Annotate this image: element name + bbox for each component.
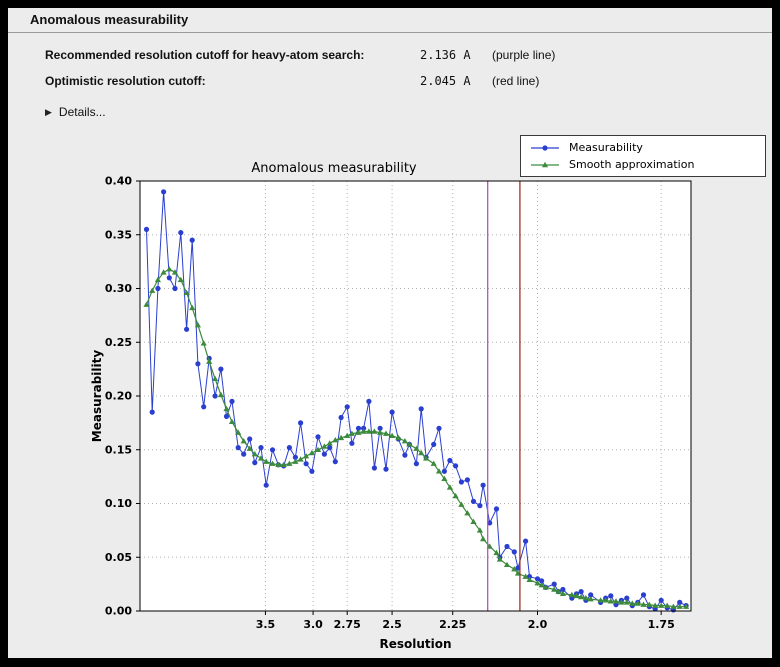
optimistic-cutoff-row: Optimistic resolution cutoff: 2.045 A (r… (8, 74, 772, 92)
optimistic-cutoff-value: 2.045 A (420, 74, 471, 88)
svg-text:3.5: 3.5 (256, 618, 276, 631)
cutoff-lines (487, 181, 521, 611)
svg-text:0.40: 0.40 (105, 175, 132, 188)
svg-text:0.15: 0.15 (105, 443, 132, 456)
recommended-cutoff-note: (purple line) (492, 48, 556, 62)
legend-label-smooth: Smooth approximation (569, 158, 695, 171)
svg-text:0.20: 0.20 (105, 390, 132, 403)
details-label: Details... (58, 105, 106, 119)
svg-text:2.75: 2.75 (334, 618, 361, 631)
recommended-cutoff-label: Recommended resolution cutoff for heavy-… (45, 48, 365, 62)
svg-text:2.25: 2.25 (439, 618, 466, 631)
optimistic-cutoff-label: Optimistic resolution cutoff: (45, 74, 206, 88)
x-axis-label: Resolution (379, 637, 451, 651)
legend-label-measurability: Measurability (569, 141, 643, 154)
series-smooth-approximation (143, 266, 690, 609)
legend-entry-measurability: Measurability (521, 139, 765, 156)
page-title: Anomalous measurability (30, 12, 189, 27)
measurability-chart: 0.00 0.05 0.10 0.15 0.20 0.25 0.30 0.35 0.40 3.5 3… (88, 153, 716, 658)
recommended-cutoff-value: 2.136 A (420, 48, 471, 62)
title-divider (8, 32, 772, 33)
plot-background (140, 181, 691, 611)
disclosure-triangle-icon: ▶ (45, 106, 52, 117)
svg-text:3.0: 3.0 (303, 618, 323, 631)
legend-entry-smooth: Smooth approximation (521, 156, 765, 173)
svg-text:0.30: 0.30 (105, 282, 132, 295)
svg-text:2.0: 2.0 (528, 618, 548, 631)
details-disclosure[interactable]: ▶ Details... (45, 104, 106, 120)
chart-canvas: 0.000.050.100.150.200.250.300.350.403.5 3… (90, 161, 692, 651)
svg-text:0.25: 0.25 (105, 336, 132, 349)
measurability-line-sample (531, 144, 559, 151)
y-axis-label: Measurability (90, 350, 104, 443)
chart-title: Anomalous measurability (251, 161, 417, 176)
y-axis-ticks: 0.00 0.05 0.10 0.15 0.20 0.25 0.30 0.35 0.40 (105, 175, 140, 618)
svg-text:0.10: 0.10 (105, 497, 132, 510)
svg-text:0.05: 0.05 (105, 551, 132, 564)
anomalous-measurability-panel: Anomalous measurability Recommended reso… (8, 8, 772, 658)
chart-legend: Measurability Smooth approximation (520, 135, 766, 177)
svg-text:0.35: 0.35 (105, 228, 132, 241)
x-axis-ticks: 3.5 3.0 2.75 2.5 2.25 2.0 1.75 (256, 611, 675, 631)
svg-text:2.5: 2.5 (382, 618, 402, 631)
svg-text:0.00: 0.00 (105, 605, 132, 618)
svg-text:1.75: 1.75 (648, 618, 675, 631)
optimistic-cutoff-note: (red line) (492, 74, 540, 88)
smooth-line-sample (531, 161, 559, 167)
recommended-cutoff-row: Recommended resolution cutoff for heavy-… (8, 48, 772, 66)
